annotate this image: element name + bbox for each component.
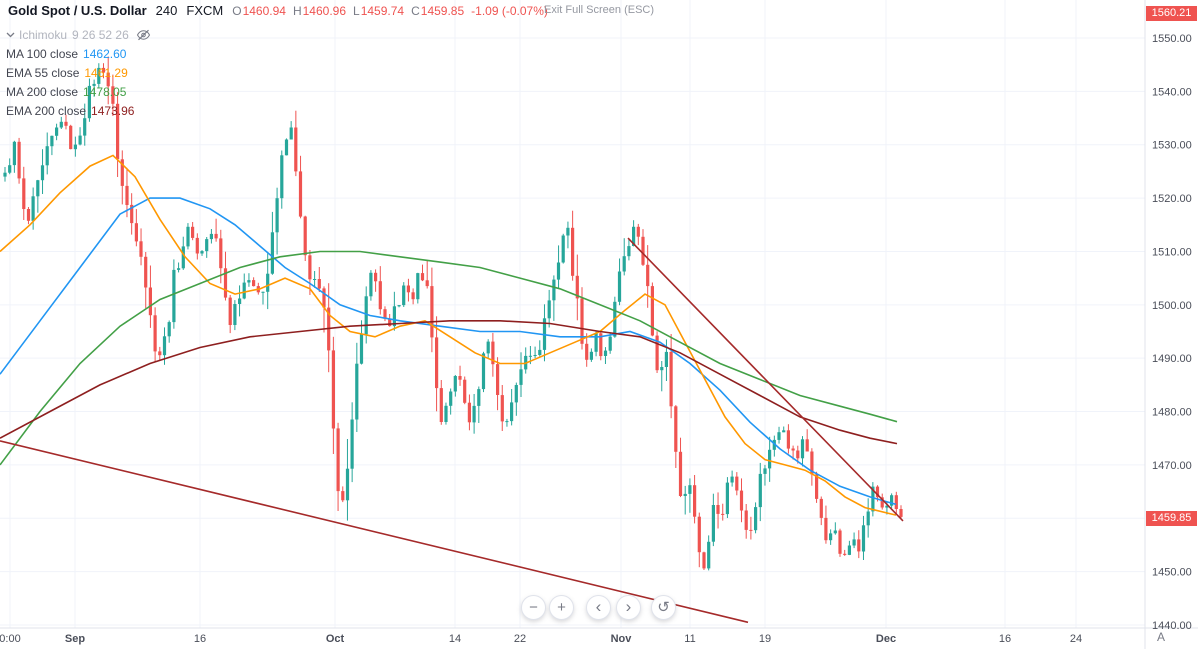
legend-row-ema200[interactable]: EMA 200 close 1473.96: [6, 101, 151, 120]
price-tick-label: 1480.00: [1152, 407, 1192, 419]
time-tick-label: 11: [684, 633, 695, 645]
indicator-legend: Ichimoku 9 26 52 26 MA 100 close 1462.60…: [6, 25, 151, 120]
interval-label[interactable]: 240: [155, 3, 178, 18]
time-tick-label: 0:00: [0, 633, 21, 645]
price-tick-label: 1520.00: [1152, 193, 1192, 205]
indicator-name: MA 200 close: [6, 84, 79, 99]
time-tick-label: 16: [999, 633, 1011, 645]
price-tick-label: 1490.00: [1152, 353, 1192, 365]
time-axis[interactable]: 0:00 Sep 16 Oct 14 22 Nov 11 19 Dec 16 24: [0, 633, 1082, 645]
exchange-label: FXCM: [186, 3, 224, 18]
price-tick-label: 1450.00: [1152, 567, 1192, 579]
close-label: C: [411, 4, 420, 18]
zoom-out-button[interactable]: −: [521, 595, 546, 620]
exit-fullscreen-button[interactable]: Exit Full Screen (ESC): [543, 4, 655, 16]
open-value: 1460.94: [242, 4, 286, 18]
candles: [3, 56, 903, 571]
chart-nav-toolbar: − + ‹ › ↺: [521, 595, 676, 620]
price-tick-label: 1440.00: [1152, 620, 1192, 632]
last-price-badge: 1459.85: [1146, 511, 1197, 526]
ema-55-line[interactable]: [0, 154, 897, 516]
time-tick-label: 19: [759, 633, 771, 645]
ma-200-line[interactable]: [0, 250, 898, 466]
ohlc-values: O1460.94 H1460.96 L1459.74 C1459.85 -1.09 (-…: [232, 4, 555, 18]
low-label: L: [353, 4, 360, 18]
time-tick-label: Dec: [876, 633, 896, 645]
indicator-name: MA 100 close: [6, 46, 79, 61]
indicator-value: 1461.29: [84, 65, 128, 80]
reset-chart-button[interactable]: ↺: [651, 595, 676, 620]
time-tick-label: Sep: [65, 633, 85, 645]
scroll-left-button[interactable]: ‹: [586, 595, 611, 620]
time-tick-label: 24: [1070, 633, 1082, 645]
price-axis[interactable]: 1550.00 1540.00 1530.00 1520.00 1510.00 1500.…: [1152, 33, 1192, 632]
price-tick-label: 1470.00: [1152, 460, 1192, 472]
legend-row-ichimoku[interactable]: Ichimoku 9 26 52 26: [6, 25, 151, 44]
price-tick-label: 1550.00: [1152, 33, 1192, 45]
descending-trendline-short[interactable]: [627, 237, 904, 522]
close-value: 1459.85: [420, 4, 465, 18]
eye-off-icon[interactable]: [136, 29, 151, 41]
ema-200-line[interactable]: [0, 320, 898, 445]
legend-row-ma200[interactable]: MA 200 close 1478.05: [6, 82, 151, 101]
indicator-params: 9 26 52 26: [72, 27, 129, 42]
gridlines: [0, 0, 1145, 628]
high-value: 1460.96: [302, 4, 347, 18]
indicator-value: 1478.05: [83, 84, 127, 99]
time-tick-label: 22: [514, 633, 526, 645]
chevron-down-icon[interactable]: [6, 32, 15, 38]
axis-corner-label[interactable]: A: [1157, 630, 1166, 644]
legend-row-ema55[interactable]: EMA 55 close 1461.29: [6, 63, 151, 82]
indicator-name: Ichimoku: [19, 27, 68, 42]
top-price-badge: 1560.21: [1146, 6, 1197, 21]
chart-legend-header: Gold Spot / U.S. Dollar 240 FXCM O1460.9…: [8, 3, 555, 18]
price-tick-label: 1500.00: [1152, 300, 1192, 312]
high-label: H: [292, 4, 302, 18]
scroll-right-button[interactable]: ›: [616, 595, 641, 620]
indicator-name: EMA 55 close: [6, 65, 80, 80]
ma-100-line[interactable]: [0, 197, 897, 506]
open-label: O: [232, 4, 242, 18]
symbol-title[interactable]: Gold Spot / U.S. Dollar: [8, 3, 147, 18]
indicator-value: 1473.96: [91, 103, 135, 118]
time-tick-label: 16: [194, 633, 206, 645]
low-value: 1459.74: [360, 4, 405, 18]
time-tick-label: 14: [449, 633, 461, 645]
zoom-in-button[interactable]: +: [549, 595, 574, 620]
descending-trendline-long[interactable]: [0, 440, 749, 624]
change-value: -1.09 (-0.07%): [471, 4, 548, 18]
indicator-value: 1462.60: [83, 46, 127, 61]
time-tick-label: Nov: [611, 633, 633, 645]
price-tick-label: 1510.00: [1152, 247, 1192, 259]
legend-row-ma100[interactable]: MA 100 close 1462.60: [6, 44, 151, 63]
time-tick-label: Oct: [326, 633, 345, 645]
indicator-name: EMA 200 close: [6, 103, 87, 118]
price-tick-label: 1530.00: [1152, 140, 1192, 152]
price-tick-label: 1540.00: [1152, 86, 1192, 98]
